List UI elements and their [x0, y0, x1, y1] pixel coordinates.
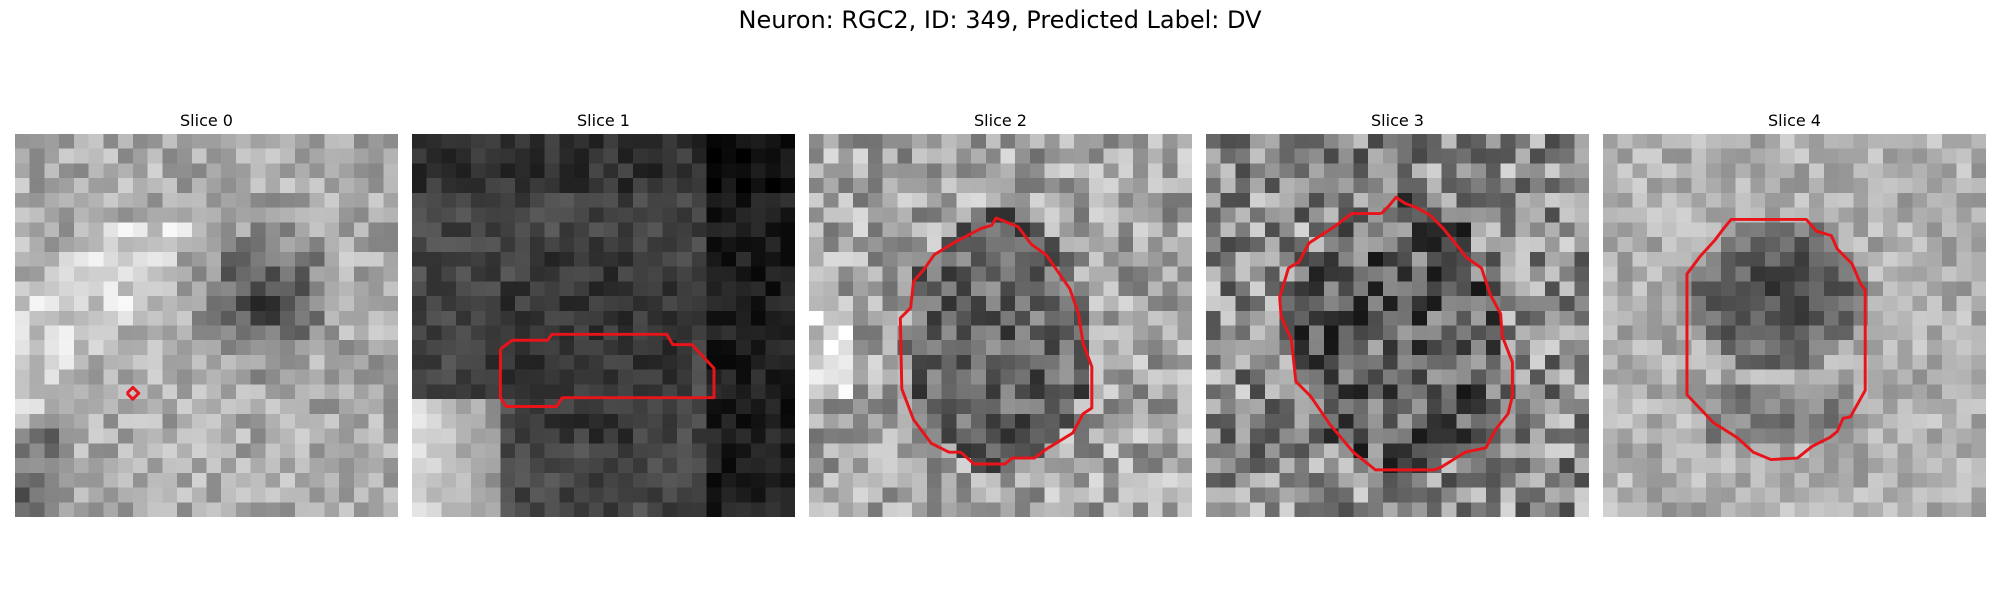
- roi-contour: [898, 216, 1094, 466]
- slice-title: Slice 0: [180, 111, 233, 130]
- roi-contour: [1685, 217, 1867, 462]
- slice-title: Slice 1: [577, 111, 630, 130]
- roi-contour: [498, 332, 716, 408]
- slice-panel: Slice 2: [809, 110, 1192, 517]
- pixel-grid: [1206, 134, 1589, 517]
- slice-panel: Slice 4: [1603, 110, 1986, 517]
- pixel-grid: [15, 134, 398, 517]
- slice-image: [809, 134, 1192, 517]
- roi-contour: [1278, 195, 1514, 472]
- pixel-grid: [412, 134, 795, 517]
- slice-image: [1603, 134, 1986, 517]
- slice-title: Slice 2: [974, 111, 1027, 130]
- slice-panel: Slice 3: [1206, 110, 1589, 517]
- roi-contour: [125, 385, 141, 401]
- slice-title: Slice 3: [1371, 111, 1424, 130]
- figure-title: Neuron: RGC2, ID: 349, Predicted Label: …: [738, 6, 1262, 34]
- slice-panel: Slice 0: [15, 110, 398, 517]
- slice-image: [1206, 134, 1589, 517]
- slice-image: [15, 134, 398, 517]
- pixel-grid: [809, 134, 1192, 517]
- slice-image: [412, 134, 795, 517]
- slice-panel: Slice 1: [412, 110, 795, 517]
- slice-title: Slice 4: [1768, 111, 1821, 130]
